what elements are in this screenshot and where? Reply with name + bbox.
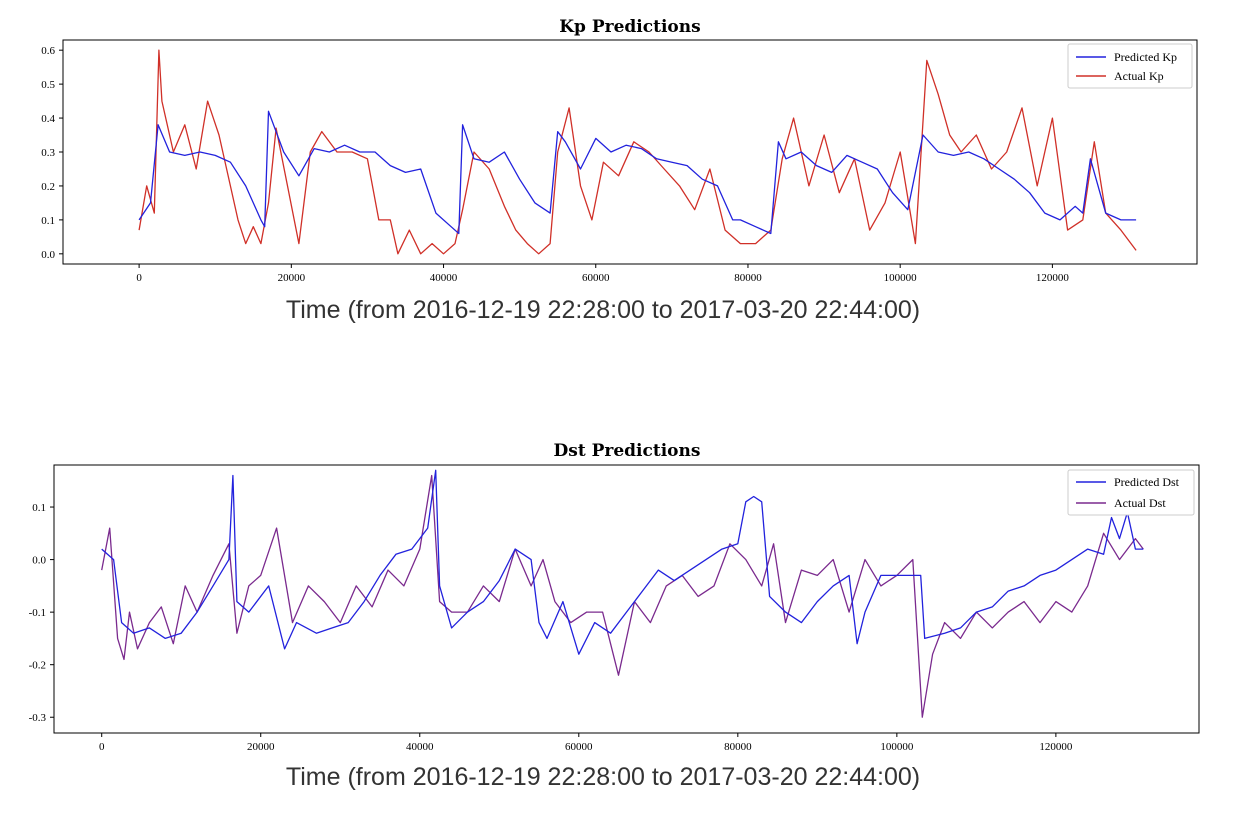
kp-series-predicted-line [138,110,1137,235]
kp-y-tick-label: 0.5 [41,79,55,91]
kp-y-tick-label: 0.2 [41,181,55,193]
dst-x-tick-label: 60000 [565,741,593,753]
kp-x-axis: 0 20000 40000 60000 80000 100000 120000 [136,264,1069,284]
kp-axes-frame [62,39,1198,265]
kp-x-tick-label: 60000 [582,272,610,284]
kp-y-tick-label: 0.4 [41,113,55,125]
dst-chart-title: Dst Predictions [554,441,701,461]
dst-legend: Predicted Dst Actual Dst [1067,469,1195,516]
kp-y-tick-label: 0.3 [41,147,55,159]
dst-y-tick-label: -0.3 [29,712,47,724]
kp-y-tick-label: 0.1 [41,215,55,227]
dst-chart: Dst Predictions 0.1 0.0 -0.1 -0.2 -0.3 0 2000… [29,441,1200,791]
dst-series-actual-line [101,474,1144,718]
dst-x-tick-label: 120000 [1039,741,1073,753]
dst-legend-label-actual: Actual Dst [1114,496,1166,510]
dst-x-axis: 0 20000 40000 60000 80000 100000 120000 [99,733,1073,753]
dst-legend-label-predicted: Predicted Dst [1114,475,1180,489]
dst-plot-area [101,469,1144,718]
kp-x-tick-label: 0 [136,272,142,284]
kp-y-tick-label: 0.6 [41,45,55,57]
kp-chart-title: Kp Predictions [559,17,700,37]
dst-axes-frame [53,464,1200,734]
dst-x-tick-label: 80000 [724,741,752,753]
kp-legend-label-predicted: Predicted Kp [1114,50,1177,64]
kp-legend: Predicted Kp Actual Kp [1067,43,1193,89]
dst-y-tick-label: -0.1 [29,607,46,619]
kp-y-axis: 0.0 0.1 0.2 0.3 0.4 0.5 0.6 [41,45,63,261]
dst-x-tick-label: 0 [99,741,105,753]
dst-x-tick-label: 20000 [247,741,275,753]
kp-x-axis-label: Time (from 2016-12-19 22:28:00 to 2017-0… [286,296,920,324]
dst-x-tick-label: 40000 [406,741,434,753]
dst-y-tick-label: -0.2 [29,660,46,672]
kp-x-tick-label: 120000 [1036,272,1070,284]
kp-x-tick-label: 100000 [884,272,918,284]
kp-chart: Kp Predictions 0.0 0.1 0.2 0.3 0.4 0.5 0.6 0 20… [41,17,1198,324]
dst-series-predicted-line [101,469,1144,655]
kp-plot-area [138,49,1137,255]
dst-y-tick-label: 0.0 [32,555,46,567]
dst-x-axis-label: Time (from 2016-12-19 22:28:00 to 2017-0… [286,763,920,791]
kp-x-tick-label: 20000 [278,272,306,284]
kp-legend-box [1067,43,1193,89]
dst-y-tick-label: 0.1 [32,502,46,514]
kp-series-actual-line [138,49,1137,255]
kp-x-tick-label: 80000 [734,272,762,284]
kp-legend-label-actual: Actual Kp [1114,69,1164,83]
kp-y-tick-label: 0.0 [41,249,55,261]
dst-y-axis: 0.1 0.0 -0.1 -0.2 -0.3 [29,502,54,724]
dst-x-tick-label: 100000 [880,741,914,753]
kp-x-tick-label: 40000 [430,272,458,284]
